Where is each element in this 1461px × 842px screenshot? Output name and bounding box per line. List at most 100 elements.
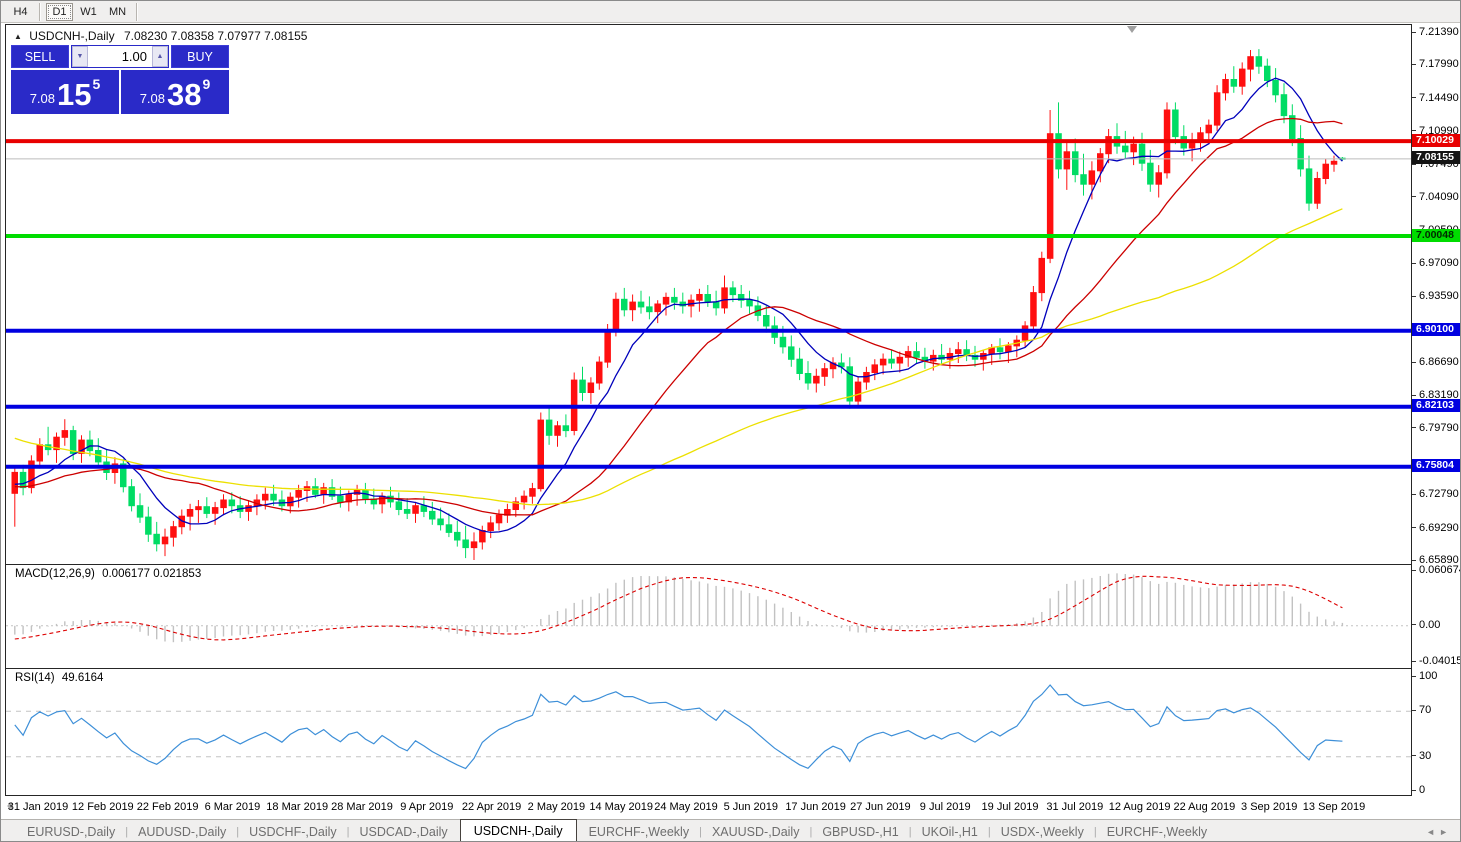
date-tick-label: 2 May 2019 — [527, 801, 586, 813]
main-chart-panel — [5, 24, 1412, 565]
axis-tick-mark — [1412, 493, 1416, 495]
tab-scroll-right-icon: ► — [1439, 827, 1452, 837]
tab-separator: | — [125, 825, 129, 838]
toolbar-separator — [39, 2, 41, 21]
macd-plot — [6, 573, 1411, 643]
price-line-label[interactable]: 7.10029 — [1412, 133, 1460, 147]
price-tick-label: 100 — [1419, 670, 1438, 682]
tab-gbpusd-h1[interactable]: GBPUSD-,H1 — [822, 824, 899, 839]
price-line-label[interactable]: 6.75804 — [1412, 459, 1460, 473]
timeframe-d1-button[interactable]: D1 — [46, 2, 73, 21]
price-tick-label: 7.14490 — [1419, 91, 1459, 104]
buy-price-big: 38 — [167, 77, 202, 112]
date-tick-label: 24 May 2019 — [654, 801, 718, 813]
timeframe-w1-button[interactable]: W1 — [80, 5, 97, 18]
date-tick-label: 22 Aug 2019 — [1173, 801, 1236, 813]
date-tick-label: 19 Jul 2019 — [981, 801, 1039, 813]
rsi-indicator-panel: RSI(14) 49.6164 — [5, 668, 1412, 796]
rsi-plot — [6, 684, 1411, 770]
axis-tick-mark — [1412, 262, 1416, 264]
tab-scroll-arrows[interactable]: ◄► — [1426, 827, 1452, 837]
date-tick-label: 9 Jul 2019 — [919, 801, 971, 813]
macd-values: 0.006177 0.021853 — [102, 568, 202, 580]
price-tick-label: 7.21390 — [1419, 26, 1459, 38]
axis-tick-mark — [1412, 427, 1416, 429]
sell-price-prefix: 7.08 — [29, 91, 56, 106]
tab-xauusd-daily[interactable]: XAUUSD-,Daily — [711, 824, 800, 839]
date-tick-label: 18 Mar 2019 — [266, 801, 329, 813]
volume-input[interactable] — [88, 46, 152, 67]
tab-separator: | — [699, 825, 702, 838]
price-line-label[interactable]: 7.00048 — [1412, 228, 1460, 242]
date-tick-label: 22 Apr 2019 — [461, 801, 522, 813]
tab-usdchf-daily[interactable]: USDCHF-,Daily — [249, 824, 337, 839]
axis-tick-mark — [1412, 559, 1416, 561]
axis-tick-mark — [1412, 63, 1416, 65]
rsi-label: RSI(14) 49.6164 — [15, 672, 104, 684]
price-tick-label: 30 — [1419, 749, 1432, 762]
price-tick-label: 70 — [1419, 704, 1432, 717]
price-tick-label: 6.79790 — [1419, 421, 1459, 434]
price-tick-label: 6.97090 — [1419, 257, 1459, 270]
volume-decrease-icon[interactable]: ▼ — [72, 46, 88, 67]
candlestick-plot — [6, 49, 1411, 560]
date-tick-label: 12 Aug 2019 — [1108, 801, 1171, 813]
date-tick-label: 14 May 2019 — [589, 801, 653, 813]
price-tick-label: 7.04090 — [1419, 190, 1459, 203]
buy-button[interactable]: BUY — [171, 45, 229, 68]
price-tick-label: 6.65890 — [1419, 554, 1459, 566]
tab-eurchf-weekly[interactable]: EURCHF-,Weekly — [588, 824, 690, 839]
date-tick-label: 31 Jul 2019 — [1046, 801, 1104, 813]
price-axis[interactable]: 7.213907.179907.144907.109907.074907.040… — [1412, 23, 1460, 819]
price-tick-label: 6.86690 — [1419, 356, 1459, 369]
tab-usdx-weekly[interactable]: USDX-,Weekly — [1000, 824, 1084, 839]
date-tick-label: 12 Feb 2019 — [71, 801, 134, 813]
axis-tick-mark — [1412, 361, 1416, 363]
price-tick-label: 6.72790 — [1419, 488, 1459, 501]
chart-symbol-label: USDCNH-,Daily — [29, 29, 115, 43]
date-tick-label: 28 Mar 2019 — [331, 801, 393, 813]
axis-tick-mark — [1412, 709, 1416, 711]
price-tick-label: 6.93590 — [1419, 290, 1459, 303]
price-line-label[interactable]: 7.08155 — [1412, 151, 1460, 165]
buy-quote-box[interactable]: 7.08 38 9 — [121, 70, 229, 114]
tab-separator: | — [809, 825, 813, 838]
tab-eurusd-daily[interactable]: EURUSD-,Daily — [27, 824, 116, 839]
axis-tick-mark — [1412, 527, 1416, 529]
price-line-label[interactable]: 6.90100 — [1412, 323, 1460, 337]
axis-tick-mark — [1412, 97, 1416, 99]
timeframe-mn-button[interactable]: MN — [108, 5, 127, 18]
tab-usdcad-daily[interactable]: USDCAD-,Daily — [359, 824, 448, 839]
axis-tick-mark — [1412, 31, 1416, 33]
tab-usdcnh-daily[interactable]: USDCNH-,Daily — [459, 819, 577, 841]
time-axis[interactable]: 31 Jan 2019 12 Feb 2019 22 Feb 2019 6 Mar 2… — [5, 796, 1412, 819]
tab-ukoil-h1[interactable]: UKOil-,H1 — [921, 824, 978, 839]
chart-ohlc-values: 7.08230 7.08358 7.07977 7.08155 — [123, 29, 308, 43]
sell-price-pip: 5 — [92, 76, 101, 92]
tab-eurchf-weekly-2[interactable]: EURCHF-,Weekly — [1106, 824, 1208, 839]
date-tick-label: 31 Jan 2019 — [7, 801, 69, 813]
axis-tick-mark — [1412, 394, 1416, 396]
timeframe-h4-button[interactable]: H4 — [13, 5, 28, 18]
rsi-value: 49.6164 — [61, 672, 104, 684]
tab-separator: | — [346, 825, 350, 838]
date-tick-label: 27 Jun 2019 — [850, 801, 911, 813]
tab-audusd-daily[interactable]: AUDUSD-,Daily — [138, 824, 227, 839]
sell-quote-box[interactable]: 7.08 15 5 — [11, 70, 119, 114]
sell-button[interactable]: SELL — [11, 45, 69, 68]
chart-shift-marker-icon — [1127, 26, 1137, 33]
axis-tick-mark — [1412, 660, 1416, 662]
price-tick-label: 0.00 — [1419, 618, 1441, 631]
price-line-label[interactable]: 6.82103 — [1412, 399, 1460, 413]
date-tick-label: 22 Feb 2019 — [136, 801, 199, 813]
macd-indicator-panel: MACD(12,26,9) 0.006177 0.021853 — [5, 564, 1412, 669]
buy-price-prefix: 7.08 — [139, 91, 166, 106]
price-tick-label: 0 — [1419, 784, 1426, 796]
toolbar-separator — [136, 2, 138, 21]
price-tick-label: 6.83190 — [1419, 389, 1459, 402]
price-tick-label: 6.69290 — [1419, 521, 1459, 534]
tab-scroll-left-icon: ◄ — [1426, 827, 1440, 837]
one-click-panel-toggle-icon[interactable]: ▲ — [14, 32, 22, 41]
date-tick-label: 17 Jun 2019 — [785, 801, 846, 813]
volume-increase-icon[interactable]: ▲ — [152, 46, 168, 67]
